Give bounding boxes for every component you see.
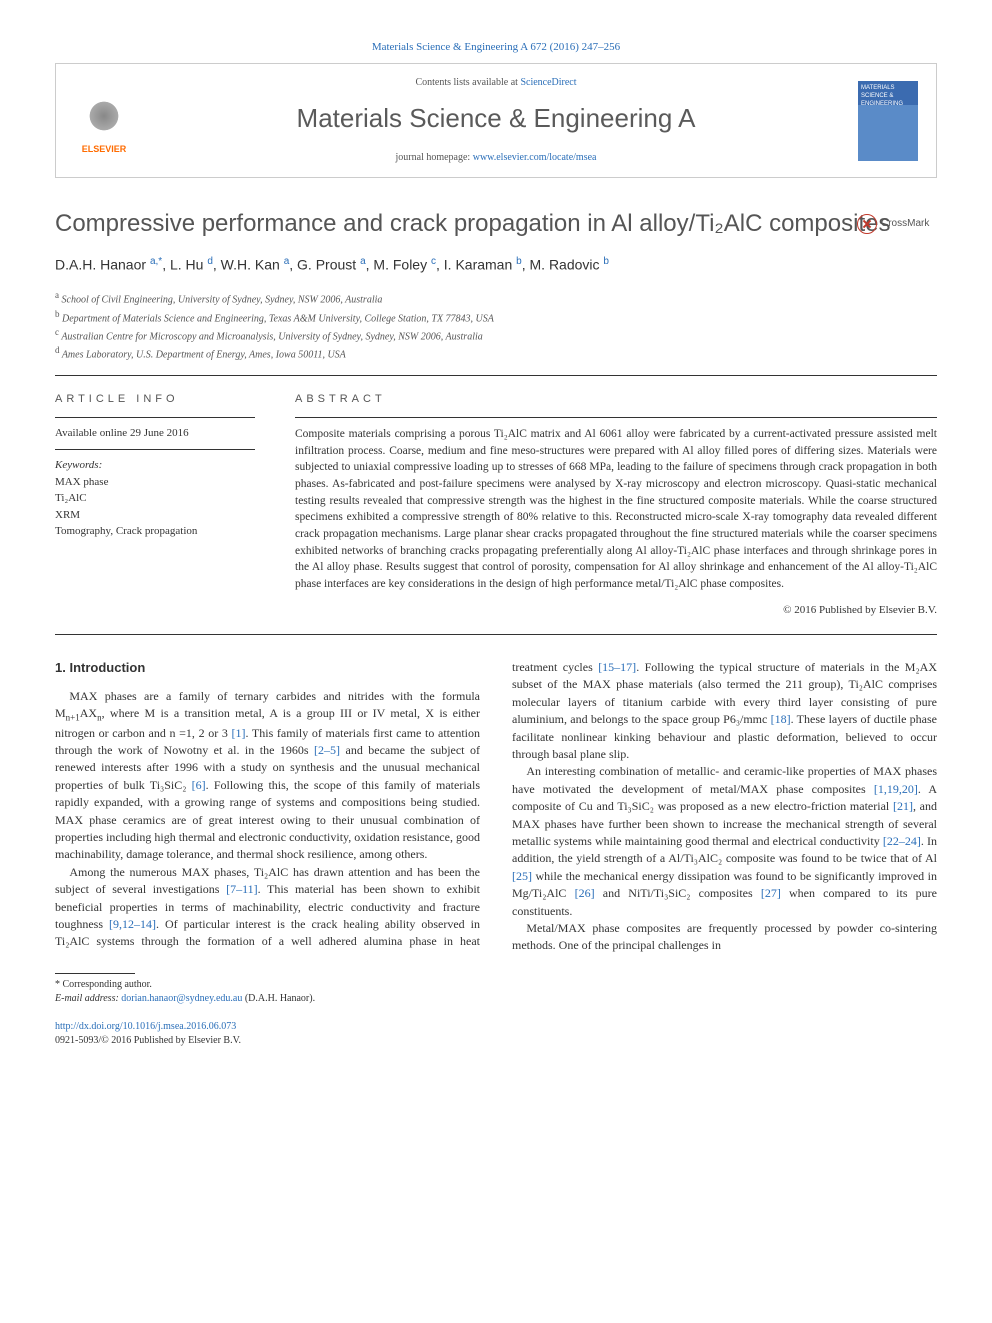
article-title-text: Compressive performance and crack propag…	[55, 210, 890, 237]
sciencedirect-link[interactable]: ScienceDirect	[520, 77, 576, 88]
ref-link-21[interactable]: [21]	[893, 799, 913, 813]
contents-prefix: Contents lists available at	[415, 77, 520, 88]
ref-link-1-19-20[interactable]: [1,19,20]	[874, 782, 918, 796]
email-author: (D.A.H. Hanaor).	[242, 993, 315, 1004]
footnotes-block: * Corresponding author. E-mail address: …	[55, 973, 937, 1006]
divider-bottom	[55, 634, 937, 635]
info-divider-1	[55, 417, 255, 418]
keyword-item: Tomography, Crack propagation	[55, 523, 255, 540]
article-info-column: ARTICLE INFO Available online 29 June 20…	[55, 392, 255, 619]
article-title: Compressive performance and crack propag…	[55, 208, 937, 239]
keyword-item: MAX phase	[55, 474, 255, 491]
footnote-separator	[55, 973, 135, 974]
ref-link-25[interactable]: [25]	[512, 869, 532, 883]
abstract-column: ABSTRACT Composite materials comprising …	[295, 392, 937, 619]
affiliation-line: b Department of Materials Science and En…	[55, 308, 937, 326]
journal-title: Materials Science & Engineering A	[152, 100, 840, 136]
authors-list: D.A.H. Hanaor a,*, L. Hu d, W.H. Kan a, …	[55, 255, 937, 275]
journal-header-box: ELSEVIER Contents lists available at Sci…	[55, 63, 937, 177]
journal-reference: Materials Science & Engineering A 672 (2…	[55, 40, 937, 55]
issn-copyright-line: 0921-5093/© 2016 Published by Elsevier B…	[55, 1035, 241, 1046]
crossmark-label: CrossMark	[881, 217, 929, 230]
corresponding-author-note: * Corresponding author.	[55, 978, 937, 992]
keywords-list: MAX phaseTi₂AlCXRMTomography, Crack prop…	[55, 474, 255, 540]
journal-cover-thumbnail: MATERIALS SCIENCE & ENGINEERING	[858, 81, 918, 161]
email-line: E-mail address: dorian.hanaor@sydney.edu…	[55, 992, 937, 1006]
crossmark-badge[interactable]: CrossMark	[857, 212, 937, 236]
body-paragraph-3: An interesting combination of metallic- …	[512, 763, 937, 920]
divider-top	[55, 375, 937, 376]
ref-link-15-17[interactable]: [15–17]	[598, 660, 636, 674]
journal-header-center: Contents lists available at ScienceDirec…	[152, 76, 840, 164]
ref-link-7-11[interactable]: [7–11]	[226, 882, 258, 896]
info-divider-2	[55, 449, 255, 450]
keyword-item: XRM	[55, 507, 255, 524]
ref-link-6[interactable]: [6]	[192, 778, 206, 792]
abstract-copyright: © 2016 Published by Elsevier B.V.	[295, 603, 937, 618]
journal-homepage-line: journal homepage: www.elsevier.com/locat…	[152, 151, 840, 165]
keyword-item: Ti₂AlC	[55, 490, 255, 507]
ref-link-18[interactable]: [18]	[771, 712, 791, 726]
body-paragraph-1: MAX phases are a family of ternary carbi…	[55, 688, 480, 864]
affiliations-list: a School of Civil Engineering, Universit…	[55, 289, 937, 362]
affiliation-line: a School of Civil Engineering, Universit…	[55, 289, 937, 307]
ref-link-1[interactable]: [1]	[231, 726, 245, 740]
article-info-heading: ARTICLE INFO	[55, 392, 255, 407]
email-label: E-mail address:	[55, 993, 121, 1004]
elsevier-tree-icon	[79, 91, 129, 141]
body-paragraph-4: Metal/MAX phase composites are frequentl…	[512, 920, 937, 955]
affiliation-line: c Australian Centre for Microscopy and M…	[55, 326, 937, 344]
corresponding-email-link[interactable]: dorian.hanaor@sydney.edu.au	[121, 993, 242, 1004]
crossmark-icon	[857, 214, 877, 234]
ref-link-9-12-14[interactable]: [9,12–14]	[109, 917, 156, 931]
body-two-columns: 1. Introduction MAX phases are a family …	[55, 659, 937, 955]
elsevier-logo: ELSEVIER	[74, 86, 134, 156]
abstract-text: Composite materials comprising a porous …	[295, 426, 937, 593]
doi-link[interactable]: http://dx.doi.org/10.1016/j.msea.2016.06…	[55, 1021, 236, 1032]
section-heading-introduction: 1. Introduction	[55, 659, 480, 678]
abstract-heading: ABSTRACT	[295, 392, 937, 407]
ref-link-27[interactable]: [27]	[761, 886, 781, 900]
publisher-name: ELSEVIER	[82, 143, 127, 156]
journal-homepage-link[interactable]: www.elsevier.com/locate/msea	[473, 152, 597, 163]
ref-link-26[interactable]: [26]	[575, 886, 595, 900]
homepage-prefix: journal homepage:	[396, 152, 473, 163]
keywords-label: Keywords:	[55, 458, 255, 473]
ref-link-22-24[interactable]: [22–24]	[883, 834, 921, 848]
doi-block: http://dx.doi.org/10.1016/j.msea.2016.06…	[55, 1020, 937, 1048]
ref-link-2-5[interactable]: [2–5]	[314, 743, 340, 757]
contents-available-line: Contents lists available at ScienceDirec…	[152, 76, 840, 90]
affiliation-line: d Ames Laboratory, U.S. Department of En…	[55, 344, 937, 362]
abstract-divider	[295, 417, 937, 418]
available-online-date: Available online 29 June 2016	[55, 426, 255, 441]
